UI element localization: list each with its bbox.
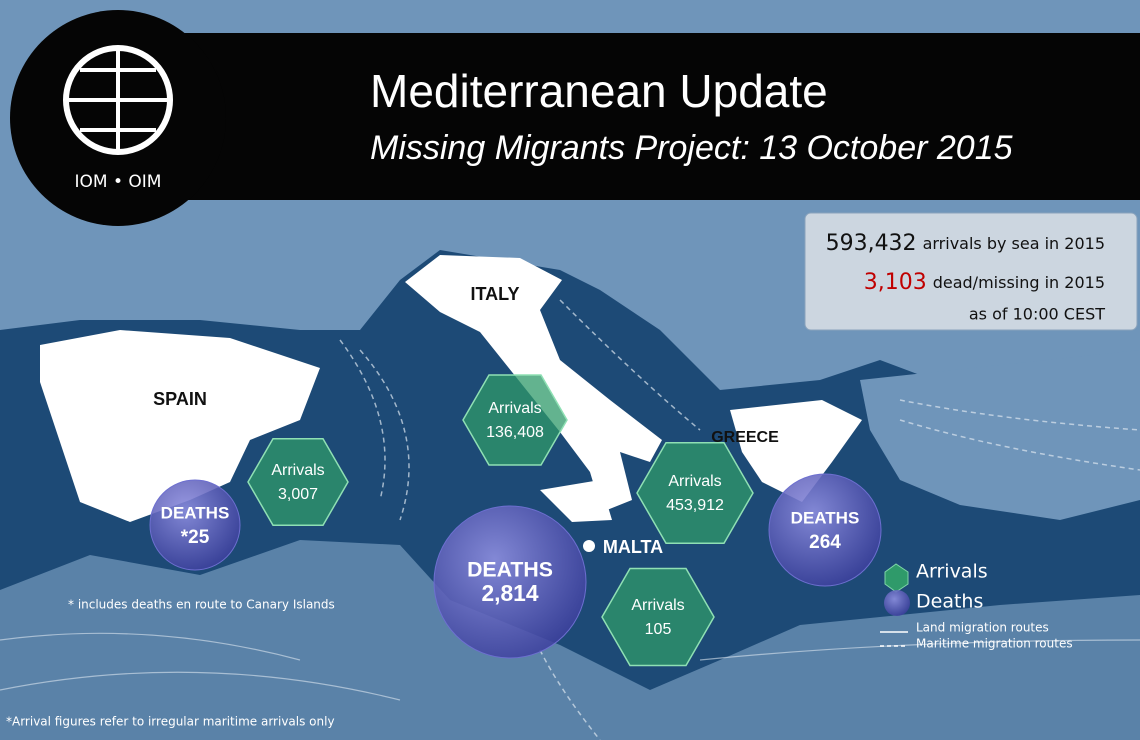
greece-land xyxy=(730,400,862,502)
route-lines xyxy=(339,299,1140,740)
deaths-circle xyxy=(768,473,882,587)
arrivals-total: 593,432 xyxy=(826,231,917,256)
marker-value: 264 xyxy=(809,532,841,553)
logo-text: IOM • OIM xyxy=(75,172,162,192)
marker-value: 136,408 xyxy=(486,424,544,441)
title: Mediterranean Update xyxy=(370,65,828,117)
arrivals-label: arrivals by sea in 2015 xyxy=(923,234,1105,253)
country-label: MALTA xyxy=(603,537,663,557)
markers: Arrivals 3,007 DEATHS *25 Arrivals 136,408 DEA… xyxy=(149,374,882,667)
summary-box xyxy=(804,212,1138,331)
marker-label: DEATHS xyxy=(161,503,230,522)
marker-value: 453,912 xyxy=(666,497,724,514)
deaths-circle xyxy=(433,505,587,659)
summary-arrivals: 593,432 arrivals by sea in 2015 xyxy=(826,231,1105,256)
spain-land xyxy=(40,330,320,522)
header-band xyxy=(110,33,1140,200)
marker-label: Arrivals xyxy=(271,462,324,479)
sicily-land xyxy=(540,480,612,522)
subtitle: Missing Migrants Project: 13 October 201… xyxy=(370,129,1013,167)
summary-dead: 3,103 dead/missing in 2015 xyxy=(864,270,1105,295)
marker-label: Arrivals xyxy=(668,473,721,490)
marker-label: DEATHS xyxy=(791,508,860,527)
country-label: SPAIN xyxy=(153,389,207,409)
arrivals-hexagon xyxy=(636,442,754,544)
marker-value: *25 xyxy=(181,527,210,548)
arrivals-hexagon xyxy=(247,437,349,527)
dead-total: 3,103 xyxy=(864,270,927,295)
marker-value: 105 xyxy=(645,621,672,638)
malta-dot xyxy=(583,540,595,552)
logo-grid xyxy=(66,48,170,152)
marker-label: DEATHS xyxy=(467,558,553,582)
legend-arrivals-icon xyxy=(884,563,909,593)
dead-label: dead/missing in 2015 xyxy=(933,273,1105,292)
land-route-lines xyxy=(0,632,1140,701)
turkey-land xyxy=(860,350,1140,520)
legend-land: Land migration routes xyxy=(916,621,1049,635)
legend-deaths-icon xyxy=(884,590,910,616)
summary-as-of: as of 10:00 CEST xyxy=(969,305,1105,324)
arrivals-hexagon xyxy=(601,567,715,667)
legend-maritime: Maritime migration routes xyxy=(916,637,1073,651)
legend-deaths: Deaths xyxy=(916,591,983,613)
note: * includes deaths en route to Canary Isl… xyxy=(68,598,335,612)
legend-arrivals: Arrivals xyxy=(916,561,988,583)
arrivals-hexagon xyxy=(462,374,568,466)
country-label: ITALY xyxy=(470,284,519,304)
marker-value: 3,007 xyxy=(278,486,318,503)
africa-land xyxy=(0,540,1140,740)
deaths-circle xyxy=(149,479,241,571)
marker-label: Arrivals xyxy=(488,400,541,417)
country-label: GREECE xyxy=(711,429,779,446)
note: *Arrival figures refer to irregular mari… xyxy=(6,715,335,729)
marker-value: 2,814 xyxy=(481,580,538,606)
marker-label: Arrivals xyxy=(631,597,684,614)
